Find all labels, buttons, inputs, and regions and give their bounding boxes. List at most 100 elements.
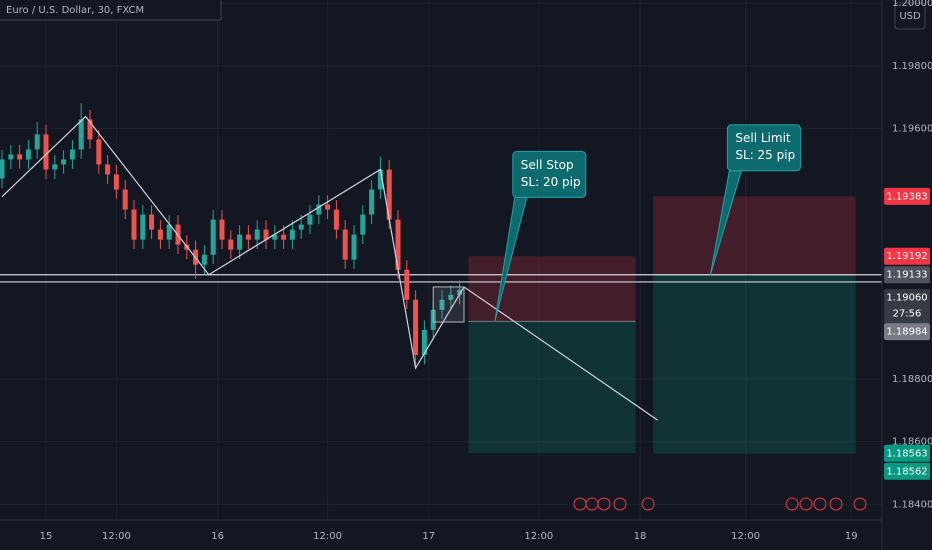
callout-text: Sell Limit <box>735 131 791 145</box>
event-icon[interactable] <box>853 497 867 511</box>
candle-body <box>342 229 348 260</box>
candle-body <box>254 229 260 240</box>
candle-body <box>61 159 67 165</box>
candle-body <box>17 154 23 160</box>
candle-body <box>34 134 40 150</box>
candle-body <box>421 329 427 355</box>
x-tick-label: 12:00 <box>524 531 553 542</box>
y-tick-label: 1.18400 <box>892 499 932 510</box>
y-tick-label: 1.18600 <box>892 437 932 448</box>
price-label-bg <box>884 323 930 341</box>
candle-body <box>369 189 375 215</box>
candle-body <box>439 299 445 310</box>
price-label: 1.18984 <box>886 327 927 338</box>
callout-box <box>726 124 801 172</box>
event-icon[interactable] <box>641 497 655 511</box>
currency-button[interactable] <box>894 2 926 30</box>
candle-body <box>69 149 75 160</box>
callout-box <box>512 150 587 198</box>
price-label: 1.19192 <box>886 251 927 262</box>
candle-body <box>307 214 313 225</box>
event-icon[interactable] <box>813 497 827 511</box>
candle-body <box>386 169 392 220</box>
price-label: 1.19133 <box>886 270 927 281</box>
candle-body <box>25 149 31 160</box>
price-label-bg <box>884 462 930 480</box>
target-zone <box>468 321 636 454</box>
candle-body <box>201 254 207 265</box>
stop-zone <box>653 196 856 275</box>
price-label: 1.19060 <box>886 293 927 304</box>
price-label-bg <box>884 289 930 324</box>
x-tick-label: 16 <box>211 531 224 542</box>
candle-body <box>8 154 14 160</box>
price-label: 1.18563 <box>886 448 927 459</box>
zigzag-line <box>1 115 465 370</box>
candle-body <box>281 234 287 240</box>
candle-body <box>351 234 357 260</box>
x-tick-label: 12:00 <box>313 531 342 542</box>
x-tick-label: 17 <box>422 531 435 542</box>
price-label: 1.19383 <box>886 191 927 202</box>
grid <box>0 0 882 520</box>
target-zone <box>653 274 856 454</box>
countdown: 27:56 <box>893 309 922 320</box>
chart-title: Euro / U.S. Dollar, 30, FXCM <box>6 5 144 16</box>
price-label-bg <box>884 247 930 265</box>
event-icon[interactable] <box>799 497 813 511</box>
candle-body <box>298 224 304 230</box>
event-icon[interactable] <box>613 497 627 511</box>
candle-body <box>237 234 243 250</box>
x-tick-label: 15 <box>40 531 53 542</box>
candle-body <box>448 294 454 300</box>
candle-body <box>87 119 93 140</box>
price-label-bg <box>884 444 930 462</box>
candle-body <box>413 299 419 355</box>
projection-line <box>463 286 658 421</box>
candle-body <box>0 159 5 179</box>
candle-body <box>316 204 322 215</box>
event-icons <box>573 497 867 511</box>
candle-body <box>105 164 111 175</box>
callout-text: SL: 20 pip <box>521 175 581 189</box>
callout-text: Sell Stop <box>521 158 574 172</box>
candle-body <box>78 119 84 150</box>
candle-body <box>272 234 278 240</box>
candle-body <box>228 239 234 250</box>
candle-body <box>52 164 58 170</box>
event-icon[interactable] <box>829 497 843 511</box>
x-tick-label: 12:00 <box>102 531 131 542</box>
candle-body <box>219 219 225 240</box>
y-tick-label: 1.19600 <box>892 123 932 134</box>
price-label: 1.18562 <box>886 466 927 477</box>
candle-body <box>43 134 49 170</box>
plot-area: Sell Stop SL: 20 pip Sell Limit SL: 25 pip <box>0 103 882 454</box>
candle-body <box>113 174 119 190</box>
event-icon[interactable] <box>597 497 611 511</box>
stop-zone <box>468 256 636 322</box>
candle-body <box>131 209 137 240</box>
price-label-bg <box>884 187 930 205</box>
candle-body <box>404 269 410 300</box>
event-icon[interactable] <box>785 497 799 511</box>
x-tick-label: 19 <box>845 531 858 542</box>
candle-body <box>325 204 331 210</box>
candle-body <box>377 169 383 190</box>
price-label-bg <box>884 266 930 284</box>
x-tick-label: 18 <box>634 531 647 542</box>
candle-body <box>140 214 146 240</box>
candle-body <box>157 229 163 240</box>
price-axis: 1.18400 1.18600 1.18800 1.19600 1.19800 1.200… <box>884 0 932 510</box>
candle-body <box>245 234 251 240</box>
y-tick-label: 1.18800 <box>892 374 932 385</box>
legend-box <box>0 0 222 21</box>
candle-body <box>96 139 102 165</box>
candle-body <box>333 209 339 230</box>
candle-body <box>263 229 269 240</box>
y-tick-label: 1.20000 <box>892 0 932 9</box>
currency-label: USD <box>899 11 921 22</box>
candle-body <box>360 214 366 235</box>
candle-body <box>166 224 172 240</box>
candle-body <box>395 219 401 270</box>
